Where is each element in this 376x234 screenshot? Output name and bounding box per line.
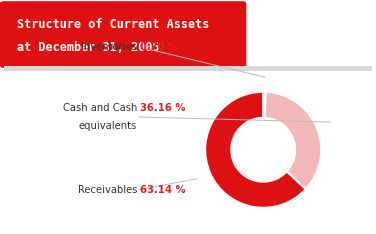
Text: equivalents: equivalents (79, 121, 137, 131)
Wedge shape (205, 92, 306, 208)
Wedge shape (265, 92, 321, 189)
Text: Inventories: Inventories (81, 42, 137, 52)
Text: Receivables: Receivables (78, 185, 137, 194)
Text: Structure of Current Assets: Structure of Current Assets (17, 18, 209, 31)
Text: 36.16 %: 36.16 % (140, 103, 185, 113)
Wedge shape (263, 92, 266, 118)
Text: at December 31, 2005: at December 31, 2005 (17, 41, 159, 55)
Text: Cash and Cash: Cash and Cash (63, 103, 137, 113)
Text: 0.70 %: 0.70 % (140, 42, 178, 52)
Text: 63.14 %: 63.14 % (140, 185, 185, 194)
